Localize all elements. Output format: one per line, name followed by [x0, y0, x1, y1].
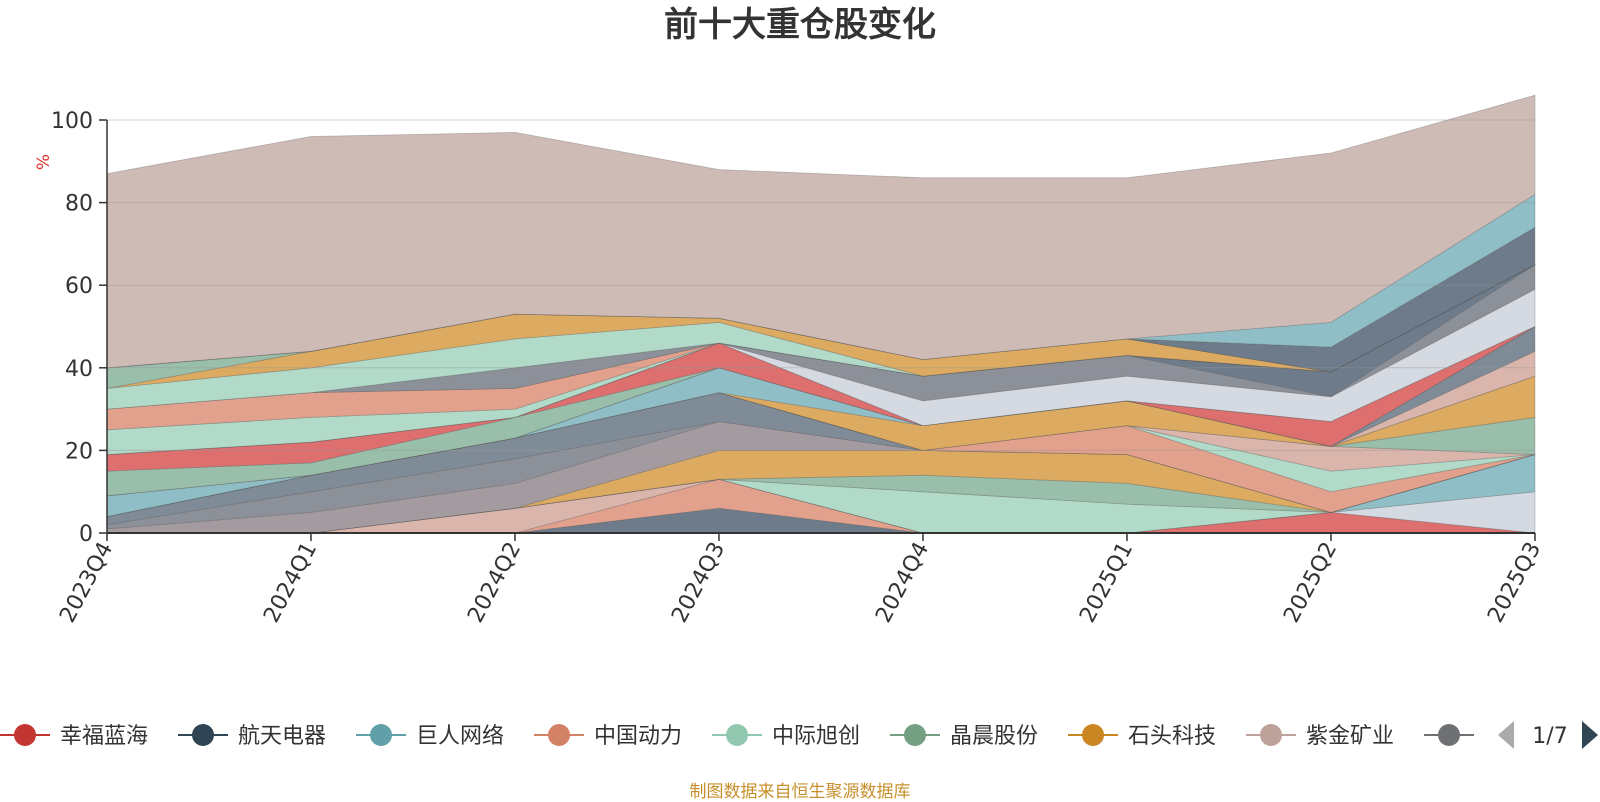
- area-series-22[interactable]: [106, 326, 1536, 472]
- legend-label: 石头科技: [1128, 724, 1216, 749]
- legend-marker: [1260, 724, 1282, 746]
- legend-page-indicator: 1/7: [1532, 724, 1567, 749]
- legend-marker: [1438, 724, 1460, 746]
- y-tick-label: 100: [51, 109, 93, 134]
- y-tick-label: 80: [65, 192, 93, 217]
- y-tick-label: 60: [65, 274, 93, 299]
- area-series-3[interactable]: [107, 478, 1535, 534]
- legend-item[interactable]: 幸福蓝海: [0, 724, 148, 749]
- legend-item[interactable]: 晶晨股份: [890, 724, 1038, 749]
- next-page-icon[interactable]: [1582, 721, 1598, 749]
- legend-item[interactable]: 航天电器: [178, 724, 326, 749]
- legend-marker: [548, 724, 570, 746]
- y-tick-label: 40: [65, 357, 93, 382]
- legend-marker: [904, 724, 926, 746]
- legend-item[interactable]: 巨人网络: [356, 724, 504, 749]
- x-tick-label: 2023Q4: [55, 538, 118, 627]
- legend-item[interactable]: 中际旭创: [712, 724, 860, 749]
- legend-marker: [192, 724, 214, 746]
- legend-marker: [14, 724, 36, 746]
- legend-marker: [370, 724, 392, 746]
- legend-label: 巨人网络: [416, 724, 504, 749]
- area-layers: [106, 94, 1536, 534]
- chart-title: 前十大重仓股变化: [664, 5, 936, 45]
- x-tick-label: 2025Q2: [1279, 538, 1342, 627]
- source-note: 制图数据来自恒生聚源数据库: [689, 782, 911, 802]
- x-tick-label: 2024Q4: [871, 538, 934, 627]
- x-tick-label: 2024Q1: [259, 538, 322, 627]
- area-series-37[interactable]: [106, 94, 1536, 369]
- prev-page-icon[interactable]: [1498, 721, 1514, 749]
- legend-item[interactable]: 石头科技: [1068, 724, 1216, 749]
- legend-item[interactable]: 紫金矿业: [1246, 724, 1394, 749]
- legend-marker: [1082, 724, 1104, 746]
- legend: 幸福蓝海航天电器巨人网络中国动力中际旭创晶晨股份石头科技紫金矿业鼎1/7: [0, 712, 1600, 758]
- y-tick-label: 20: [65, 439, 93, 464]
- y-axis-label: %: [34, 154, 54, 170]
- legend-label: 中际旭创: [772, 724, 860, 749]
- area-series-25[interactable]: [106, 263, 1536, 455]
- legend-marker: [726, 724, 748, 746]
- x-tick-label: 2024Q2: [463, 538, 526, 627]
- legend-label: 紫金矿业: [1306, 724, 1394, 749]
- legend-label: 中国动力: [594, 724, 682, 749]
- x-tick-label: 2025Q3: [1483, 538, 1546, 627]
- y-tick-label: 0: [79, 522, 93, 547]
- x-tick-label: 2024Q3: [667, 538, 730, 627]
- x-tick-label: 2025Q1: [1075, 538, 1138, 627]
- legend-label: 晶晨股份: [950, 724, 1038, 749]
- legend-label: 航天电器: [238, 724, 326, 749]
- grid-lines: [107, 119, 1535, 451]
- legend-item[interactable]: 中国动力: [534, 724, 682, 749]
- legend-label: 幸福蓝海: [60, 724, 148, 749]
